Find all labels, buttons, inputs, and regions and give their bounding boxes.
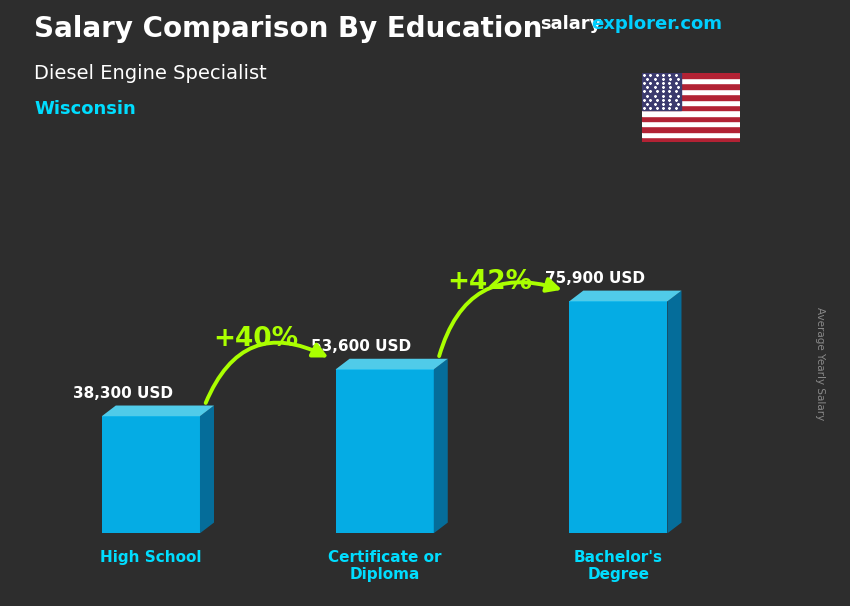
Polygon shape	[102, 405, 214, 416]
Bar	[642, 121, 740, 126]
Bar	[642, 137, 740, 142]
Bar	[642, 105, 740, 110]
Polygon shape	[570, 301, 667, 533]
Bar	[642, 110, 740, 116]
Bar	[642, 89, 740, 94]
Polygon shape	[667, 291, 682, 533]
Polygon shape	[200, 405, 214, 533]
Polygon shape	[570, 291, 682, 301]
Polygon shape	[336, 370, 434, 533]
Text: +40%: +40%	[213, 327, 298, 352]
Text: 38,300 USD: 38,300 USD	[73, 386, 173, 401]
Text: Salary Comparison By Education: Salary Comparison By Education	[34, 15, 542, 43]
Bar	[642, 84, 740, 89]
Text: Wisconsin: Wisconsin	[34, 100, 136, 118]
Bar	[642, 99, 740, 105]
Text: explorer.com: explorer.com	[591, 15, 722, 33]
Bar	[642, 73, 740, 78]
Bar	[642, 116, 740, 121]
Polygon shape	[102, 416, 200, 533]
Text: 75,900 USD: 75,900 USD	[545, 271, 645, 286]
Bar	[642, 132, 740, 137]
Bar	[642, 94, 740, 99]
Bar	[642, 126, 740, 132]
Text: Diesel Engine Specialist: Diesel Engine Specialist	[34, 64, 267, 82]
Polygon shape	[434, 359, 448, 533]
Bar	[642, 78, 740, 84]
Bar	[642, 73, 681, 110]
Text: salary: salary	[540, 15, 601, 33]
Text: 53,600 USD: 53,600 USD	[311, 339, 411, 354]
Text: +42%: +42%	[447, 269, 532, 295]
Text: Average Yearly Salary: Average Yearly Salary	[815, 307, 825, 420]
Polygon shape	[336, 359, 448, 370]
